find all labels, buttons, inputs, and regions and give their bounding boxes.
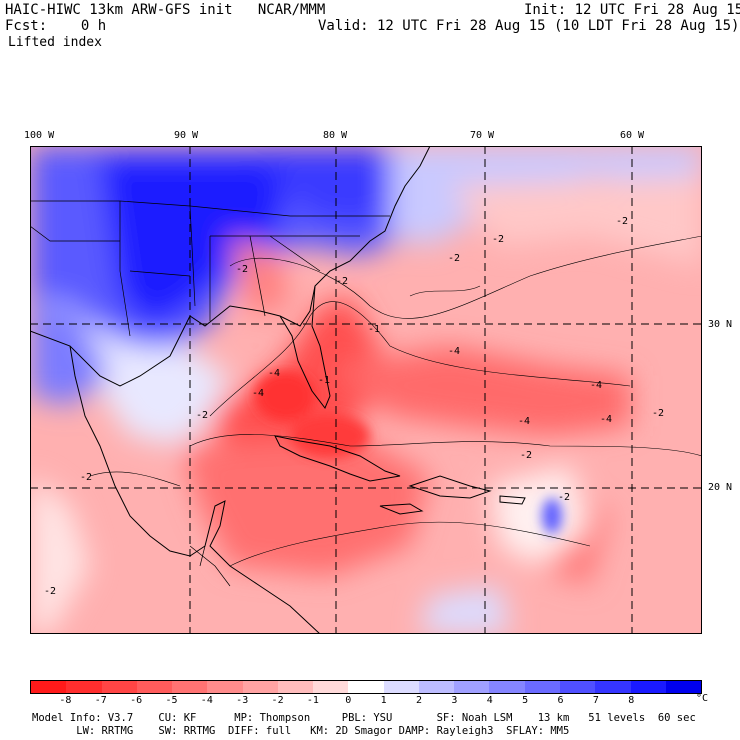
colorbar-swatch bbox=[348, 681, 384, 693]
lon-label-60w: 60 W bbox=[620, 130, 645, 141]
lon-label-80w: 80 W bbox=[323, 130, 348, 141]
lon-label-70w: 70 W bbox=[470, 130, 495, 141]
colorbar-swatch bbox=[383, 681, 419, 693]
contour-label: -2 bbox=[616, 216, 628, 227]
lat-label-30n: 30 N bbox=[708, 319, 733, 330]
contour-label: -4 bbox=[252, 388, 264, 399]
lifted-index-map: -2 -2 -2 -2 -2 -2 -2 -2 -2 -4 -4 -4 -4 -… bbox=[30, 146, 702, 634]
colorbar-tick-label: 7 bbox=[592, 695, 599, 706]
colorbar-tick-label: 3 bbox=[451, 695, 458, 706]
valid-time: Valid: 12 UTC Fri 28 Aug 15 (10 LDT Fri … bbox=[318, 18, 740, 34]
colorbar-tick-label: -4 bbox=[200, 695, 213, 706]
colorbar-swatch bbox=[630, 681, 666, 693]
colorbar-swatch bbox=[559, 681, 596, 693]
colorbar-tick-label: -7 bbox=[94, 695, 107, 706]
colorbar-swatch bbox=[454, 681, 490, 693]
colorbar-tick-label: -5 bbox=[165, 695, 178, 706]
colorbar-tick-label: -6 bbox=[130, 695, 143, 706]
lon-label-90w: 90 W bbox=[174, 130, 199, 141]
colorbar-swatch bbox=[207, 681, 243, 693]
colorbar-tick-label: -1 bbox=[306, 695, 319, 706]
colorbar-tick-label: 8 bbox=[628, 695, 635, 706]
colorbar-swatch bbox=[524, 681, 560, 693]
contour-label: -2 bbox=[236, 264, 248, 275]
colorbar-swatch bbox=[313, 681, 349, 693]
contour-label: -2 bbox=[196, 410, 208, 421]
colorbar-ticks: -8 -7 -6 -5 -4 -3 -2 -1 0 1 2 3 4 5 6 7 8 bbox=[30, 695, 702, 707]
lon-label-100w: 100 W bbox=[24, 130, 55, 141]
model-info-line2: LW: RRTMG SW: RRTMG DIFF: full KM: 2D Sm… bbox=[32, 725, 570, 737]
colorbar bbox=[30, 680, 702, 694]
init-time: Init: 12 UTC Fri 28 Aug 15 bbox=[524, 2, 740, 18]
contour-label: -2 bbox=[44, 586, 56, 597]
contour-label: -2 bbox=[448, 253, 460, 264]
colorbar-swatch bbox=[595, 681, 631, 693]
contour-label: -4 bbox=[600, 414, 612, 425]
model-info-line1: Model Info: V3.7 CU: KF MP: Thompson PBL… bbox=[32, 712, 696, 724]
colorbar-tick-label: -3 bbox=[236, 695, 249, 706]
colorbar-swatch bbox=[418, 681, 455, 693]
colorbar-unit: °C bbox=[696, 693, 709, 704]
contour-label: -2 bbox=[492, 234, 504, 245]
colorbar-tick-label: 1 bbox=[380, 695, 387, 706]
colorbar-swatch bbox=[172, 681, 208, 693]
contour-label: -2 bbox=[336, 276, 348, 287]
colorbar-tick-label: 2 bbox=[416, 695, 423, 706]
colorbar-swatch bbox=[242, 681, 278, 693]
colorbar-tick-label: 0 bbox=[345, 695, 352, 706]
colorbar-swatch bbox=[277, 681, 314, 693]
contour-label: -1 bbox=[368, 324, 380, 335]
colorbar-tick-label: 6 bbox=[557, 695, 564, 706]
contour-label: -4 bbox=[590, 380, 602, 391]
contour-label: -2 bbox=[558, 492, 570, 503]
contour-label: -1 bbox=[318, 375, 330, 386]
contour-label: -2 bbox=[652, 408, 664, 419]
contour-label: -4 bbox=[448, 346, 460, 357]
lat-label-20n: 20 N bbox=[708, 482, 733, 493]
colorbar-swatch bbox=[31, 681, 67, 693]
colorbar-swatch bbox=[489, 681, 525, 693]
forecast-hour: Fcst: 0 h bbox=[5, 18, 107, 34]
contour-label: -4 bbox=[518, 416, 530, 427]
colorbar-tick-label: -8 bbox=[59, 695, 72, 706]
field-name: Lifted index bbox=[8, 35, 102, 50]
colorbar-tick-label: 5 bbox=[522, 695, 529, 706]
contour-label: -2 bbox=[520, 450, 532, 461]
colorbar-swatch bbox=[136, 681, 173, 693]
colorbar-swatch bbox=[66, 681, 102, 693]
colorbar-tick-label: 4 bbox=[486, 695, 493, 706]
colorbar-swatch bbox=[101, 681, 137, 693]
contour-label: -4 bbox=[268, 368, 280, 379]
colorbar-tick-label: -2 bbox=[271, 695, 284, 706]
plot-title: HAIC-HIWC 13km ARW-GFS init NCAR/MMM bbox=[5, 2, 326, 18]
contour-label: -2 bbox=[80, 472, 92, 483]
colorbar-swatch bbox=[665, 681, 702, 693]
